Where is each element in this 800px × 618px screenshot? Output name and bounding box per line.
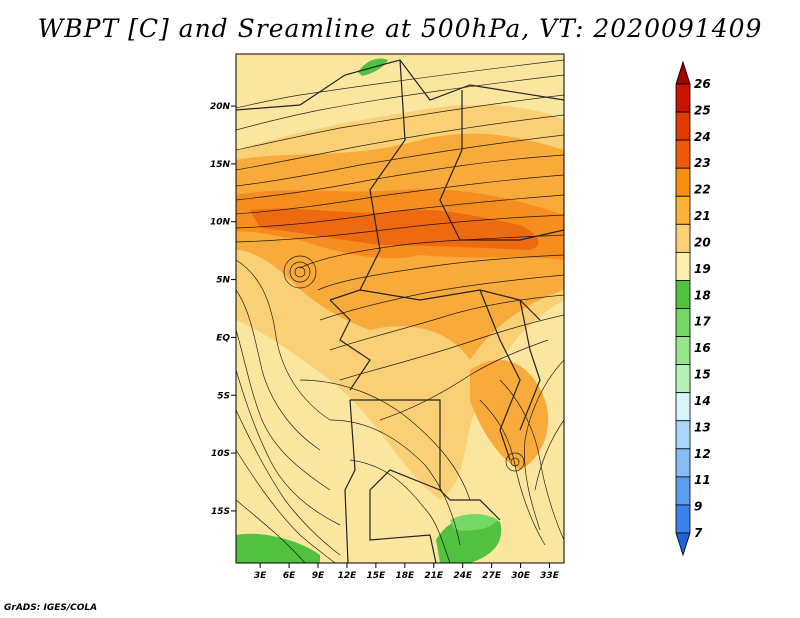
lon-label: 6E	[283, 571, 296, 581]
colorbar-label: 21	[694, 209, 711, 223]
colorbar-label: 16	[694, 341, 711, 355]
colorbar-segment	[675, 251, 691, 281]
lat-label: 15N	[210, 160, 231, 170]
colorbar-label: 22	[694, 183, 711, 197]
colorbar-segment	[675, 336, 691, 366]
colorbar-label: 20	[694, 235, 711, 249]
colorbar-segment	[675, 504, 691, 534]
shading-green-sw	[236, 533, 320, 563]
shading-21-22b	[470, 360, 549, 470]
lon-label: 33E	[540, 571, 560, 581]
lon-label: 24E	[453, 571, 473, 581]
colorbar-label: 15	[694, 368, 711, 382]
lon-label: 12E	[338, 571, 358, 581]
colorbar-segment	[675, 308, 691, 337]
colorbar-segment	[675, 420, 691, 450]
map-frame	[235, 53, 565, 564]
lon-label: 15E	[367, 571, 387, 581]
map-panel	[236, 54, 564, 563]
lat-label: 10S	[211, 449, 230, 459]
colorbar-segment	[675, 83, 691, 113]
colorbar: 26 25 24 23 22 21 20 19 18 17 16 15 14 13 12 11 9 7	[675, 60, 711, 557]
colorbar-label: 26	[694, 77, 711, 91]
colorbar-label: 14	[694, 394, 711, 408]
colorbar-segment	[675, 195, 691, 225]
lon-label: 30E	[511, 571, 531, 581]
colorbar-label: 17	[694, 315, 711, 329]
shading-green-se2	[450, 514, 498, 531]
colorbar-label: 12	[694, 447, 711, 461]
lat-label: 5S	[217, 391, 230, 401]
lat-label: 20N	[210, 102, 231, 112]
colorbar-label: 24	[694, 130, 711, 144]
latitude-axis: 20N 15N 10N 5N EQ 5S 10S 15S	[210, 102, 236, 517]
colorbar-label: 18	[694, 288, 711, 302]
lat-label: 10N	[210, 218, 231, 228]
grads-credit: GrADS: IGES/COLA	[4, 603, 98, 613]
colorbar-label: 9	[694, 500, 702, 514]
lon-label: 21E	[424, 571, 444, 581]
longitude-axis: 3E 6E 9E 12E 15E 18E 21E 24E 27E 30E 33E	[254, 563, 560, 581]
colorbar-segment	[675, 167, 691, 197]
colorbar-segment	[675, 364, 691, 394]
colorbar-label: 19	[694, 262, 711, 276]
lat-label: 15S	[211, 507, 230, 517]
colorbar-label: 25	[694, 103, 711, 117]
colorbar-segment	[675, 111, 691, 141]
colorbar-segment	[675, 139, 691, 169]
colorbar-bottom-triangle	[675, 532, 691, 557]
colorbar-segment	[675, 448, 691, 478]
colorbar-label: 23	[694, 156, 711, 170]
country-borders	[236, 59, 564, 563]
colorbar-segment	[675, 476, 691, 506]
colorbar-top-triangle	[675, 60, 691, 85]
chart-title: WBPT [C] and Sreamline at 500hPa, VT: 20…	[37, 14, 763, 43]
lon-label: 18E	[395, 571, 415, 581]
lat-label: EQ	[216, 333, 230, 343]
lon-label: 3E	[254, 571, 267, 581]
colorbar-segment	[675, 280, 691, 309]
lon-label: 27E	[482, 571, 502, 581]
lon-label: 9E	[312, 571, 325, 581]
colorbar-segment	[675, 223, 691, 253]
colorbar-label: 13	[694, 420, 711, 434]
colorbar-label: 11	[694, 473, 711, 487]
lat-label: 5N	[216, 276, 230, 286]
colorbar-label: 7	[694, 526, 703, 540]
colorbar-segment	[675, 392, 691, 422]
